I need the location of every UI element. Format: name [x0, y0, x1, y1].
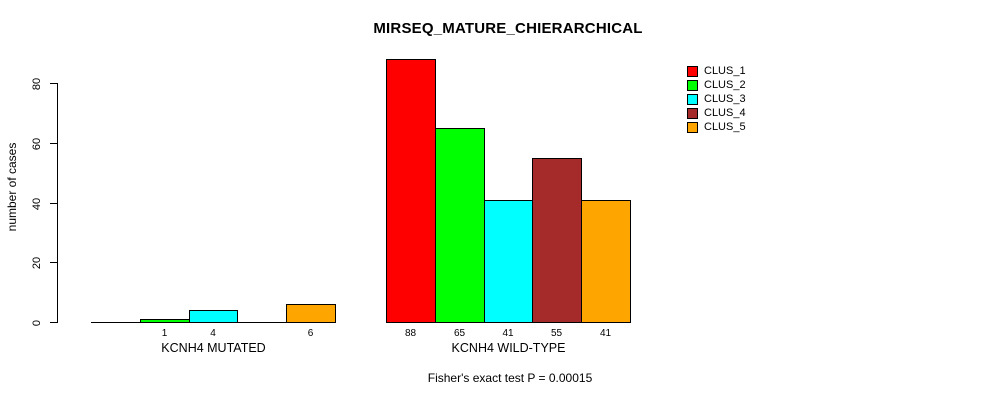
bar-clus_5	[581, 200, 631, 323]
y-tick	[50, 143, 57, 144]
bar-clus_4	[532, 158, 582, 323]
y-tick-label: 20	[31, 256, 43, 270]
y-tick	[50, 262, 57, 263]
legend-label: CLUS_3	[704, 93, 746, 105]
bar-value-label: 65	[453, 328, 466, 339]
bar-value-label: 4	[210, 328, 216, 339]
bar-value-label: 88	[404, 328, 417, 339]
y-tick-label: 0	[31, 319, 43, 327]
bar-clus_1	[386, 59, 436, 323]
bar-value-label: 55	[550, 328, 563, 339]
bar-clus_3	[484, 200, 533, 323]
bar-value-label: 41	[599, 328, 612, 339]
x-category-label-mutated: KCNH4 MUTATED	[161, 341, 266, 355]
bar-clus_3	[189, 310, 238, 323]
legend-swatch-clus_4	[687, 108, 698, 119]
legend: CLUS_1 CLUS_2 CLUS_3 CLUS_4 CLUS_5	[687, 65, 746, 135]
y-tick	[50, 322, 57, 323]
legend-swatch-clus_2	[687, 80, 698, 91]
legend-item-clus_4: CLUS_4	[687, 107, 746, 120]
legend-swatch-clus_5	[687, 122, 698, 133]
legend-label: CLUS_2	[704, 79, 746, 91]
bar-clus_2	[435, 128, 485, 323]
bar-value-label: 6	[307, 328, 314, 339]
y-tick-label: 80	[31, 77, 43, 91]
y-tick	[50, 83, 57, 84]
chart-title: MIRSEQ_MATURE_CHIERARCHICAL	[373, 20, 643, 37]
annotation-text: Fisher's exact test P = 0.00015	[427, 371, 593, 385]
x-category-label-wild-type: KCNH4 WILD-TYPE	[451, 341, 566, 355]
bar-value-label: 41	[502, 328, 514, 339]
y-tick-label: 60	[31, 137, 43, 151]
legend-item-clus_1: CLUS_1	[687, 65, 746, 78]
y-axis-label: number of cases	[5, 142, 19, 232]
legend-item-clus_2: CLUS_2	[687, 79, 746, 92]
legend-label: CLUS_1	[704, 65, 746, 77]
bar-clus_2	[140, 319, 190, 323]
legend-item-clus_5: CLUS_5	[687, 121, 746, 134]
y-tick	[50, 203, 57, 204]
y-tick-label: 40	[31, 197, 43, 211]
y-axis-line	[57, 83, 58, 323]
bar-clus_5	[286, 304, 336, 323]
bar-value-label: 1	[161, 328, 168, 339]
legend-item-clus_3: CLUS_3	[687, 93, 746, 106]
legend-swatch-clus_3	[687, 94, 698, 105]
legend-swatch-clus_1	[687, 66, 698, 77]
legend-label: CLUS_5	[704, 121, 746, 133]
legend-label: CLUS_4	[704, 107, 746, 119]
